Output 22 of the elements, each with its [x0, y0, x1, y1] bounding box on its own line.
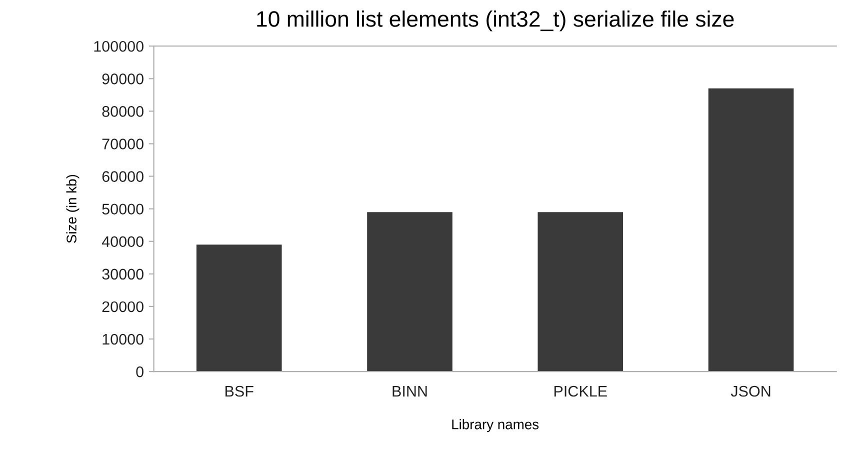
y-tick-label: 60000	[102, 171, 144, 182]
x-axis-title: Library names	[452, 419, 539, 432]
bar	[367, 212, 452, 372]
y-tick-label: 80000	[102, 106, 144, 117]
y-tick-label: 10000	[102, 334, 144, 345]
x-tick-label: BINN	[392, 386, 427, 397]
bar	[538, 212, 624, 372]
x-tick-label: BSF	[226, 386, 254, 397]
chart-title: 10 million list elements (int32_t) serialize file size	[257, 10, 734, 32]
y-tick-label: 70000	[102, 138, 144, 150]
y-tick-label: 100000	[94, 40, 144, 52]
y-tick-label: 0	[136, 366, 144, 378]
bar	[196, 244, 282, 372]
y-tick-label: 50000	[102, 204, 144, 215]
y-tick-label: 90000	[102, 74, 144, 84]
y-tick-label: 30000	[102, 268, 144, 280]
x-tick-label: PICKLE	[554, 386, 607, 397]
y-tick-label: 20000	[102, 301, 144, 312]
x-tick-label: JSON	[730, 386, 770, 397]
y-axis-title: Size (in kb)	[66, 174, 80, 243]
y-tick-label: 40000	[102, 236, 144, 248]
bar	[708, 88, 794, 372]
